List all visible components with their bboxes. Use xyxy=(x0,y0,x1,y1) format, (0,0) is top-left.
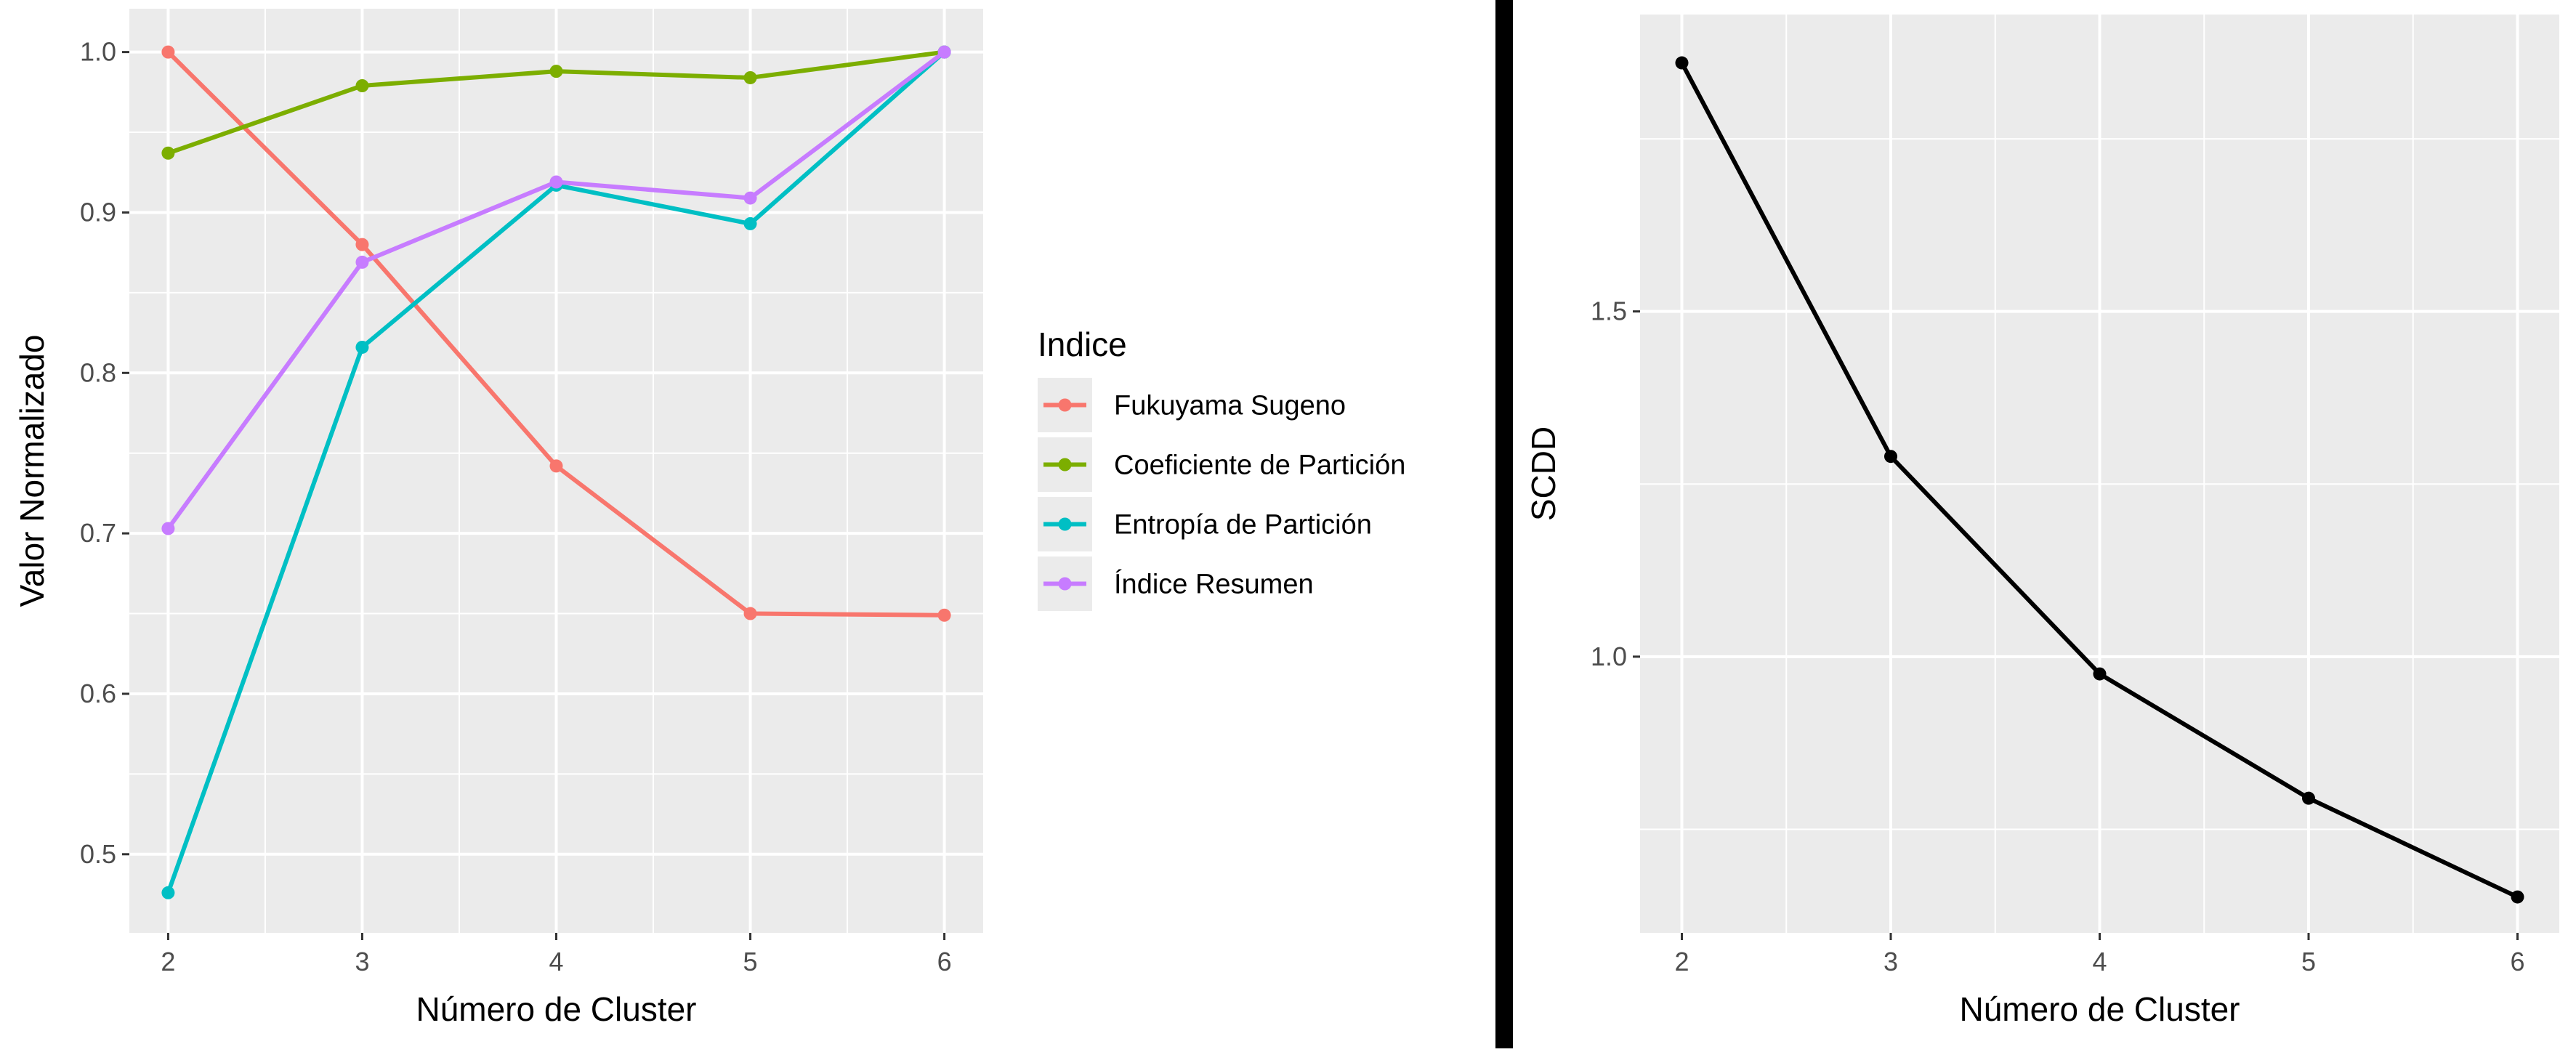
y-tick-label: 1.5 xyxy=(1591,296,1627,326)
data-point xyxy=(161,522,175,535)
data-point xyxy=(2511,890,2524,904)
data-point xyxy=(937,608,951,622)
y-tick-label: 0.8 xyxy=(80,357,116,387)
y-axis-title: Valor Normalizado xyxy=(13,335,51,607)
legend-key-point xyxy=(1058,517,1072,531)
x-axis-title: Número de Cluster xyxy=(1959,990,2240,1028)
data-point xyxy=(549,459,563,473)
x-axis-title: Número de Cluster xyxy=(416,990,696,1028)
data-point xyxy=(1675,56,1689,70)
data-point xyxy=(743,607,757,620)
x-tick-label: 2 xyxy=(161,947,175,976)
y-tick-label: 1.0 xyxy=(1591,642,1627,671)
data-point xyxy=(743,70,757,84)
data-point xyxy=(2093,667,2107,681)
data-point xyxy=(937,45,951,59)
y-tick-label: 0.7 xyxy=(80,518,116,548)
data-point xyxy=(355,255,369,269)
x-tick-label: 5 xyxy=(743,947,758,976)
data-point xyxy=(549,65,563,78)
data-point xyxy=(161,45,175,59)
panel-divider xyxy=(1495,0,1513,1048)
data-point xyxy=(549,175,563,189)
legend-label: Coeficiente de Partición xyxy=(1114,450,1405,481)
x-tick-label: 6 xyxy=(937,947,952,976)
x-tick-label: 3 xyxy=(355,947,369,976)
x-tick-label: 6 xyxy=(2510,947,2524,976)
legend-label: Índice Resumen xyxy=(1114,569,1314,600)
legend-title: Indice xyxy=(1038,325,1127,363)
x-tick-label: 2 xyxy=(1674,947,1689,976)
legend-label: Entropía de Partición xyxy=(1114,510,1372,541)
data-point xyxy=(161,886,175,899)
legend-label: Fukuyama Sugeno xyxy=(1114,391,1346,421)
data-point xyxy=(355,340,369,354)
normalized-index-chart: 0.5 0.6 0.7 0.8 0.9 1.0 2 3 4 5 6 Número de Cluster… xyxy=(13,9,1405,1028)
data-point xyxy=(2302,791,2315,805)
y-tick-label: 0.9 xyxy=(80,197,116,227)
y-tick-label: 1.0 xyxy=(80,37,116,67)
x-tick-label: 3 xyxy=(1883,947,1898,976)
x-tick-label: 5 xyxy=(2301,947,2316,976)
data-point xyxy=(1884,450,1897,464)
y-tick-label: 0.5 xyxy=(80,839,116,869)
scdd-chart: 1.0 1.5 2 3 4 5 6 Número de Cluster SCDD xyxy=(1525,15,2559,1028)
x-tick-label: 4 xyxy=(2092,947,2107,976)
data-point xyxy=(161,146,175,160)
legend-key-point xyxy=(1058,577,1072,591)
data-point xyxy=(743,217,757,230)
y-axis-title: SCDD xyxy=(1525,426,1562,521)
legend-key-point xyxy=(1058,398,1072,412)
legend-key-point xyxy=(1058,458,1072,472)
data-point xyxy=(355,79,369,92)
data-point xyxy=(355,238,369,251)
x-tick-label: 4 xyxy=(549,947,563,976)
data-point xyxy=(743,191,757,205)
y-tick-label: 0.6 xyxy=(80,679,116,708)
